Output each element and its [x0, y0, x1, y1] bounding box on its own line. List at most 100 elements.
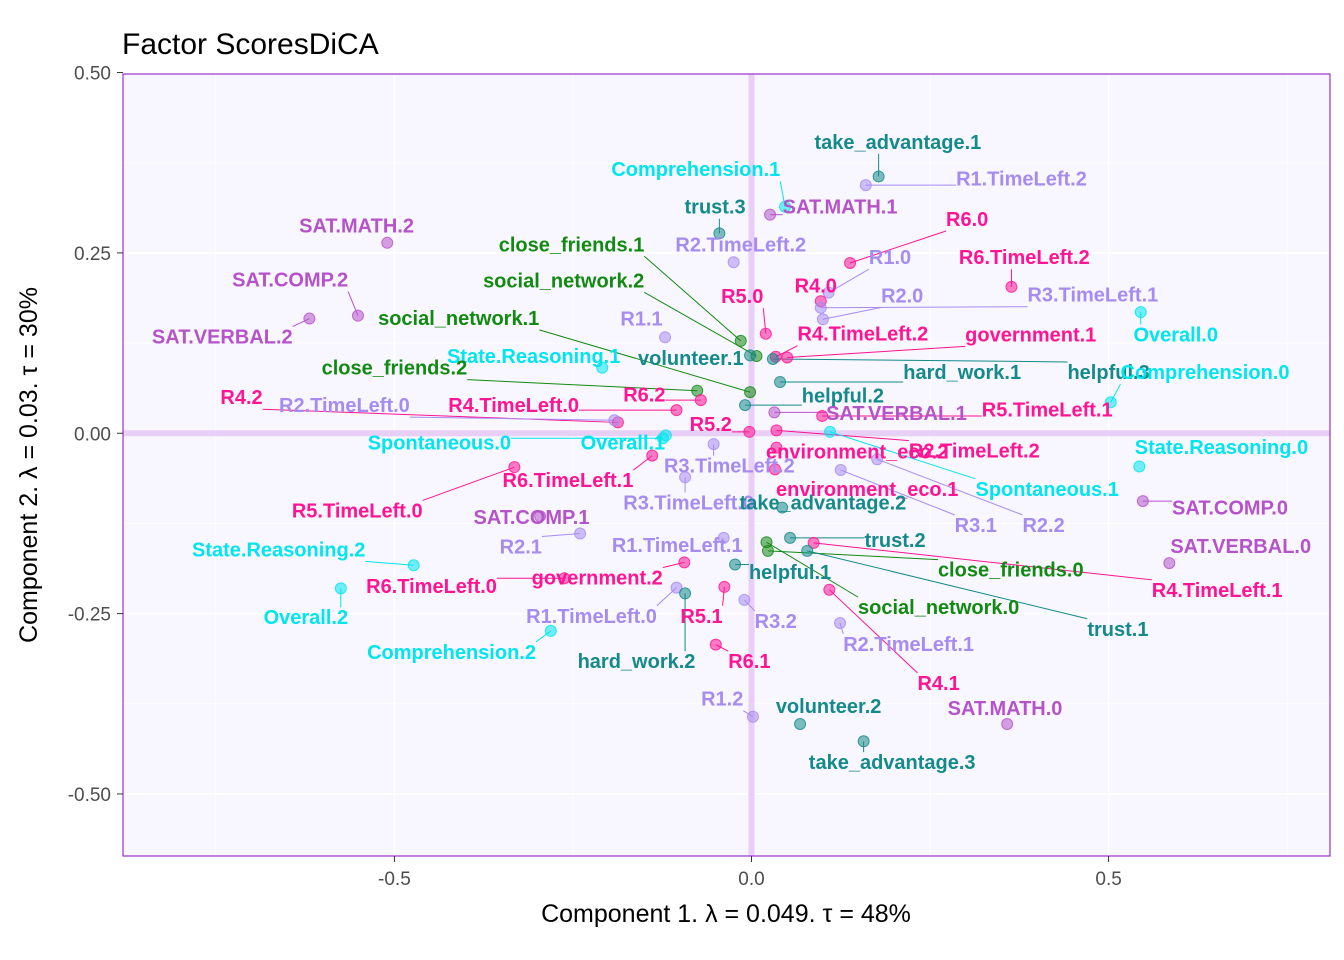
point-label: government.1	[965, 324, 1096, 346]
point-label: take_advantage.2	[740, 493, 907, 515]
point-label: State.Reasoning.0	[1135, 437, 1308, 459]
point-label: hard_work.1	[903, 362, 1021, 384]
label-leader	[422, 466, 515, 501]
point-label: SAT.COMP.0	[1172, 498, 1288, 520]
point-label: R4.0	[795, 275, 837, 297]
point-marker	[534, 510, 547, 523]
point-label: environment_eco.1	[776, 479, 958, 501]
point-marker	[824, 425, 837, 438]
point-label: R3.TimeLeft.1	[1027, 285, 1158, 307]
label-leader	[820, 306, 1028, 309]
y-axis-title: Component 2. λ = 0.03. τ = 30%	[15, 287, 43, 643]
point-marker	[744, 386, 757, 399]
point-marker	[303, 312, 316, 325]
point-marker	[794, 717, 807, 730]
point-label: volunteer.1	[638, 348, 744, 370]
point-marker	[779, 200, 792, 213]
point-marker	[739, 399, 752, 412]
point-label: SAT.VERBAL.1	[826, 403, 967, 425]
point-label: Spontaneous.0	[368, 433, 511, 455]
label-leader	[822, 306, 882, 320]
point-marker	[770, 441, 783, 454]
point-label: SAT.MATH.0	[948, 698, 1063, 720]
point-label: R6.TimeLeft.1	[503, 470, 634, 492]
point-label: social_network.2	[483, 270, 644, 292]
point-marker	[768, 406, 781, 419]
point-marker	[781, 351, 794, 364]
point-marker	[659, 429, 672, 442]
point-label: R1.0	[869, 247, 911, 269]
point-label: Comprehension.1	[611, 159, 780, 181]
label-leader	[541, 533, 581, 538]
point-label: Comprehension.0	[1121, 362, 1290, 384]
point-label: hard_work.2	[578, 651, 696, 673]
label-leader	[767, 550, 938, 561]
point-label: R5.TimeLeft.1	[982, 399, 1113, 421]
point-marker	[574, 527, 587, 540]
point-label: trust.1	[1087, 619, 1148, 641]
point-marker	[734, 334, 747, 347]
point-label: R4.TimeLeft.0	[448, 395, 579, 417]
point-marker	[718, 580, 731, 593]
point-marker	[834, 464, 847, 477]
point-label: SAT.COMP.1	[474, 507, 590, 529]
point-marker	[659, 331, 672, 344]
point-marker	[764, 208, 777, 221]
point-label: R1.TimeLeft.1	[612, 535, 743, 557]
point-label: R5.TimeLeft.0	[292, 500, 423, 522]
point-marker	[381, 236, 394, 249]
point-marker	[544, 624, 557, 637]
point-label: take_advantage.3	[809, 752, 976, 774]
point-label: Comprehension.2	[367, 642, 536, 664]
point-marker	[1005, 280, 1018, 293]
point-label: R1.TimeLeft.0	[526, 606, 657, 628]
point-marker	[729, 558, 742, 571]
point-label: R5.2	[690, 414, 732, 436]
point-label: close_friends.2	[322, 358, 468, 380]
y-tick-label: -0.50	[68, 785, 111, 806]
point-label: R2.TimeLeft.0	[279, 395, 410, 417]
point-marker	[1001, 717, 1014, 730]
point-label: R6.2	[623, 384, 665, 406]
y-tick-label: 0.00	[74, 424, 111, 445]
point-marker	[670, 581, 683, 594]
label-leader	[467, 379, 698, 392]
point-label: SAT.COMP.2	[232, 270, 348, 292]
point-label: trust.3	[685, 197, 746, 219]
point-marker	[766, 352, 779, 365]
point-label: R5.1	[680, 606, 722, 628]
point-label: R2.TimeLeft.2	[909, 441, 1040, 463]
point-label: R6.TimeLeft.0	[366, 576, 497, 598]
point-marker	[871, 453, 884, 466]
point-label: helpful.1	[749, 562, 831, 584]
label-leader	[539, 329, 751, 393]
point-label: helpful.3	[1067, 362, 1149, 384]
point-marker	[508, 461, 521, 474]
point-marker	[670, 404, 683, 417]
x-tick-label: 0.0	[738, 869, 764, 890]
point-marker	[859, 179, 872, 192]
point-label: R1.TimeLeft.2	[956, 169, 1087, 191]
point-marker	[717, 531, 730, 544]
point-label: R1.2	[701, 689, 743, 711]
point-marker	[738, 593, 751, 606]
point-marker	[334, 582, 347, 595]
point-label: R2.0	[881, 285, 923, 307]
point-label: R4.TimeLeft.1	[1152, 580, 1283, 602]
point-marker	[774, 376, 787, 389]
point-label: State.Reasoning.1	[447, 346, 620, 368]
point-label: take_advantage.1	[815, 132, 982, 154]
point-label: Overall.1	[581, 433, 666, 455]
point-marker	[760, 536, 773, 549]
point-label: R4.TimeLeft.2	[798, 324, 929, 346]
point-label: R3.2	[755, 611, 797, 633]
point-label: R4.1	[917, 673, 959, 695]
point-label: R2.TimeLeft.2	[675, 234, 806, 256]
label-leader	[772, 358, 1068, 363]
label-leader	[807, 550, 1088, 620]
point-label: helpful.2	[802, 386, 884, 408]
point-marker	[679, 587, 692, 600]
point-marker	[844, 257, 857, 270]
label-leader	[365, 560, 414, 566]
